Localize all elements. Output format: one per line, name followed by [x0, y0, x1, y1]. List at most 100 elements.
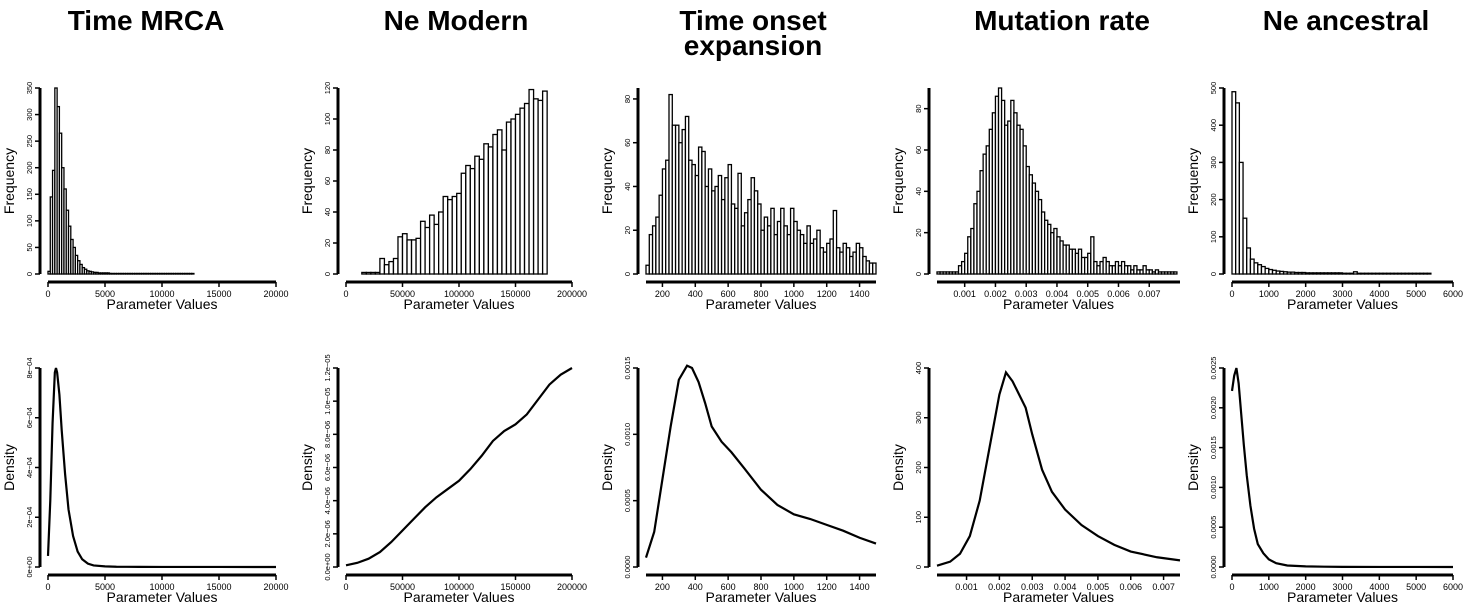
x-axis-label: Parameter Values — [1003, 589, 1114, 605]
y-tick-label: 0.0000 — [1209, 556, 1218, 579]
panel-title: Mutation rate — [974, 5, 1150, 36]
y-tick-label: 40 — [623, 182, 632, 190]
x-tick-label: 5000 — [1406, 289, 1426, 299]
histogram-bar — [1173, 271, 1178, 275]
x-tick-label: 150000 — [500, 289, 530, 299]
y-axis-label: Density — [890, 444, 906, 491]
y-tick-label: 60 — [914, 146, 923, 154]
x-tick-label: 15000 — [206, 582, 231, 592]
x-tick-label: 1200 — [817, 582, 837, 592]
histogram-bar — [832, 209, 838, 275]
x-tick-label: 1400 — [850, 289, 870, 299]
density-line — [936, 369, 1181, 567]
x-axis-label: Parameter Values — [403, 589, 514, 605]
histogram-bar — [438, 211, 444, 275]
histogram-bar — [1090, 236, 1095, 275]
y-tick-label: 80 — [623, 95, 632, 103]
x-tick-label: 0 — [343, 289, 348, 299]
x-tick-label: 50000 — [390, 289, 415, 299]
x-tick-label: 2000 — [1296, 289, 1316, 299]
histogram-bar — [379, 257, 386, 275]
x-axis-label: Parameter Values — [106, 296, 217, 312]
panel-title: expansion — [684, 30, 822, 61]
y-axis-label: Density — [1185, 444, 1201, 491]
histogram-bar — [424, 226, 431, 275]
y-tick-label: 350 — [25, 82, 34, 95]
histogram-bar — [541, 90, 548, 275]
x-tick-label: 0.003 — [1015, 289, 1038, 299]
y-tick-label: 200 — [1209, 193, 1218, 206]
y-tick-label: 2e−04 — [25, 507, 34, 528]
histogram-bar — [465, 164, 471, 275]
y-axis-label: Frequency — [599, 148, 615, 214]
x-tick-label: 1000 — [784, 582, 804, 592]
y-tick-label: 0.0000 — [623, 556, 632, 579]
y-tick-label: 6.0e−06 — [323, 454, 332, 481]
y-tick-label: 300 — [914, 411, 923, 424]
x-tick-label: 6000 — [1443, 289, 1463, 299]
histogram-bar — [361, 271, 367, 275]
histogram-bar — [523, 102, 530, 275]
x-axis-label: Parameter Values — [1003, 296, 1114, 312]
x-tick-label: 200000 — [557, 289, 587, 299]
histogram-bar — [474, 155, 480, 275]
x-tick-label: 10000 — [149, 582, 174, 592]
x-tick-label: 1000 — [1259, 582, 1279, 592]
histogram-bar — [496, 129, 503, 275]
y-axis-label: Frequency — [299, 148, 315, 214]
y-tick-label: 2.0e−06 — [323, 520, 332, 547]
x-tick-label: 0.004 — [1054, 582, 1077, 592]
y-tick-label: 300 — [1209, 156, 1218, 169]
y-tick-label: 4e−04 — [25, 457, 34, 478]
histogram-bar — [442, 195, 449, 275]
x-tick-label: 150000 — [500, 582, 530, 592]
histogram-bar — [365, 271, 372, 275]
x-tick-label: 0 — [45, 289, 50, 299]
x-tick-label: 600 — [721, 582, 736, 592]
y-tick-label: 0.0010 — [1209, 476, 1218, 499]
y-tick-label: 0.0025 — [1209, 357, 1218, 380]
x-tick-label: 1400 — [850, 582, 870, 592]
histogram-bar — [415, 237, 422, 275]
x-tick-label: 0.006 — [1107, 289, 1130, 299]
histogram-bar — [410, 239, 417, 275]
x-axis-label: Parameter Values — [705, 296, 816, 312]
y-tick-label: 250 — [25, 135, 34, 148]
x-tick-label: 4000 — [1369, 582, 1389, 592]
histogram-bar — [483, 143, 490, 275]
histogram-bar — [406, 239, 413, 275]
x-axis-label: Parameter Values — [403, 296, 514, 312]
y-tick-label: 0 — [914, 565, 923, 569]
y-tick-label: 40 — [323, 208, 332, 216]
y-tick-label: 200 — [25, 161, 34, 174]
density-line — [345, 367, 573, 567]
histogram-bar — [433, 223, 440, 275]
x-tick-label: 3000 — [1332, 582, 1352, 592]
y-tick-label: 0 — [25, 272, 34, 276]
histogram-bar — [370, 271, 377, 275]
histogram-bar — [456, 192, 462, 275]
x-axis-label: Parameter Values — [705, 589, 816, 605]
y-tick-label: 0.0015 — [623, 357, 632, 380]
histogram-bar — [190, 272, 195, 275]
x-axis-label: Parameter Values — [106, 589, 217, 605]
x-tick-label: 5000 — [95, 582, 115, 592]
x-tick-label: 50000 — [390, 582, 415, 592]
y-tick-label: 80 — [323, 146, 332, 154]
y-axis-label: Density — [599, 444, 615, 491]
panel-title: Time MRCA — [68, 5, 225, 36]
y-tick-label: 60 — [623, 139, 632, 147]
y-tick-label: 0 — [623, 272, 632, 276]
histogram-bar — [401, 233, 408, 275]
y-tick-label: 300 — [25, 108, 34, 121]
x-tick-label: 0.002 — [988, 582, 1011, 592]
x-axis-label: Parameter Values — [1287, 589, 1398, 605]
histogram-bar — [460, 172, 467, 275]
x-tick-label: 200 — [655, 289, 670, 299]
y-tick-label: 500 — [1209, 82, 1218, 95]
y-tick-label: 120 — [323, 82, 332, 95]
x-tick-label: 0.005 — [1087, 582, 1110, 592]
x-tick-label: 200 — [655, 582, 670, 592]
histogram-bar — [428, 214, 435, 275]
